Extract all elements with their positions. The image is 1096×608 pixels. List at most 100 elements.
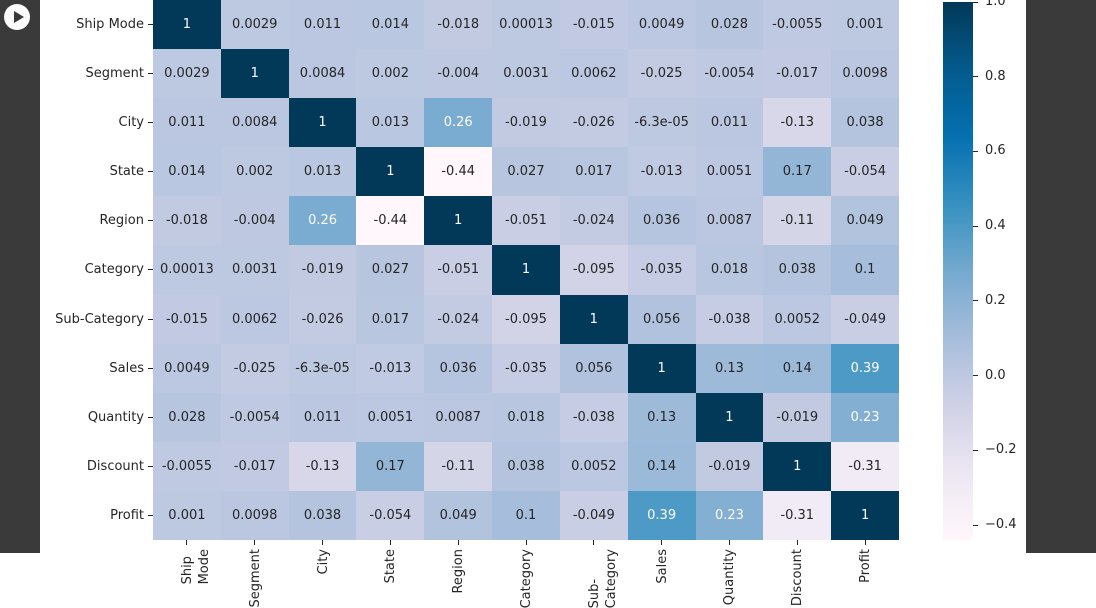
- notebook-cell-gutter: [0, 0, 40, 553]
- heatmap-cell: 0.0084: [220, 98, 289, 148]
- heatmap-cell: 0.0031: [492, 49, 560, 99]
- heatmap-cell: 0.0087: [424, 392, 493, 442]
- heatmap-cell: 0.056: [559, 343, 628, 393]
- heatmap-cell: 0.038: [763, 245, 832, 295]
- heatmap-cell: -0.035: [627, 245, 696, 295]
- heatmap-cell: 0.038: [492, 441, 560, 491]
- colorbar-gradient: [943, 2, 973, 540]
- heatmap-cell: 0.0049: [153, 343, 221, 393]
- colorbar-tick-mark: [973, 150, 978, 152]
- y-tick-mark: [148, 122, 153, 124]
- heatmap-cell: 0.0051: [356, 392, 425, 442]
- x-tick-label: Discount: [790, 549, 806, 607]
- heatmap-cell: 0.0098: [220, 490, 289, 540]
- y-tick-mark: [148, 367, 153, 369]
- heatmap-cell: 0.0084: [288, 49, 357, 99]
- x-tick-label: Region: [451, 549, 467, 594]
- heatmap-cell: 0.17: [356, 441, 425, 491]
- x-tick-mark: [254, 540, 256, 545]
- y-label-text: Sales: [109, 360, 144, 376]
- heatmap-cell: 0.39: [831, 343, 899, 393]
- heatmap-cell: 0.011: [288, 0, 357, 50]
- heatmap-cell: 0.1: [831, 245, 899, 295]
- heatmap-cell: -0.015: [559, 0, 628, 50]
- heatmap-cell: -0.025: [627, 49, 696, 99]
- heatmap-cell: 0.0049: [627, 0, 696, 50]
- heatmap-cell: 0.011: [288, 392, 357, 442]
- heatmap-cell: 0.017: [559, 147, 628, 197]
- heatmap-cell: -0.11: [763, 196, 832, 246]
- heatmap-cell: -0.13: [288, 441, 357, 491]
- y-label-text: Quantity: [87, 409, 144, 425]
- colorbar-tick-label: 0.0: [985, 367, 1006, 383]
- y-tick-mark: [148, 416, 153, 418]
- heatmap-cell: 0.011: [153, 98, 221, 148]
- heatmap-cell: 0.028: [153, 392, 221, 442]
- y-tick-label: Category: [40, 245, 153, 294]
- heatmap-cell: -0.054: [831, 147, 899, 197]
- heatmap-cell: 0.23: [831, 392, 899, 442]
- x-tick-label: Ship Mode: [179, 549, 212, 585]
- notebook-background-right: [1026, 0, 1096, 553]
- heatmap-cell: 0.038: [831, 98, 899, 148]
- x-tick-label: State: [383, 549, 399, 584]
- heatmap-cell: 0.014: [356, 0, 425, 50]
- colorbar-tick-label: −0.2: [985, 442, 1017, 458]
- heatmap-cell: 0.14: [627, 441, 696, 491]
- heatmap-cell: -0.049: [831, 294, 899, 344]
- heatmap-cell: -0.015: [153, 294, 221, 344]
- colorbar-tick-mark: [973, 300, 978, 302]
- heatmap-cell: 0.027: [356, 245, 425, 295]
- heatmap-cell: -0.095: [559, 245, 628, 295]
- y-label-text: State: [109, 164, 144, 180]
- heatmap-cell: 1: [288, 98, 357, 148]
- y-label-text: Sub-Category: [55, 311, 144, 327]
- y-tick-mark: [148, 73, 153, 75]
- x-tick-label: Profit: [858, 549, 874, 583]
- heatmap-cell: 0.0029: [220, 0, 289, 50]
- x-tick-label: Segment: [247, 549, 263, 608]
- colorbar-tick-label: 1.0: [985, 0, 1006, 9]
- heatmap-cell: -0.0055: [153, 441, 221, 491]
- x-tick-mark: [457, 540, 459, 545]
- y-label-text: Discount: [86, 458, 144, 474]
- heatmap-cell: -0.017: [763, 49, 832, 99]
- heatmap-cell: 0.011: [695, 98, 764, 148]
- heatmap-cell: 0.028: [695, 0, 764, 50]
- heatmap-cell: -0.018: [153, 196, 221, 246]
- x-tick-mark: [728, 540, 730, 545]
- y-tick-label: Sub-Category: [40, 295, 153, 344]
- run-cell-button[interactable]: [4, 4, 30, 30]
- heatmap-cell: 0.002: [356, 49, 425, 99]
- heatmap-cell: 1: [763, 441, 832, 491]
- heatmap-cell: 0.036: [627, 196, 696, 246]
- heatmap-cell: 0.00013: [153, 245, 221, 295]
- x-tick-mark: [322, 540, 324, 545]
- heatmap-cell: -0.051: [492, 196, 560, 246]
- heatmap-cell: 0.038: [288, 490, 357, 540]
- heatmap-cell: 0.027: [492, 147, 560, 197]
- heatmap-cell: 0.0062: [559, 49, 628, 99]
- heatmap-cell: 0.0052: [763, 294, 832, 344]
- heatmap-cell: -0.004: [220, 196, 289, 246]
- heatmap-cell: -6.3e-05: [288, 343, 357, 393]
- heatmap-cell: -0.013: [627, 147, 696, 197]
- heatmap-cell: 0.26: [424, 98, 493, 148]
- x-tick-label: Sales: [654, 549, 670, 584]
- heatmap-cell: 0.002: [220, 147, 289, 197]
- heatmap-cell: -0.018: [424, 0, 493, 50]
- heatmap-cell: -6.3e-05: [627, 98, 696, 148]
- heatmap-cell: 1: [153, 0, 221, 50]
- y-tick-mark: [148, 24, 153, 26]
- heatmap-cell: -0.035: [492, 343, 560, 393]
- y-label-text: City: [118, 115, 144, 131]
- colorbar-tick-mark: [973, 524, 978, 526]
- y-tick-mark: [148, 514, 153, 516]
- x-tick-mark: [796, 540, 798, 545]
- x-tick-label: Category: [519, 549, 534, 608]
- heatmap-cell: -0.0054: [220, 392, 289, 442]
- y-tick-label: Segment: [40, 49, 153, 98]
- x-tick-label: Quantity: [722, 549, 738, 606]
- heatmap-cell: -0.017: [220, 441, 289, 491]
- heatmap-cell: 0.001: [153, 490, 221, 540]
